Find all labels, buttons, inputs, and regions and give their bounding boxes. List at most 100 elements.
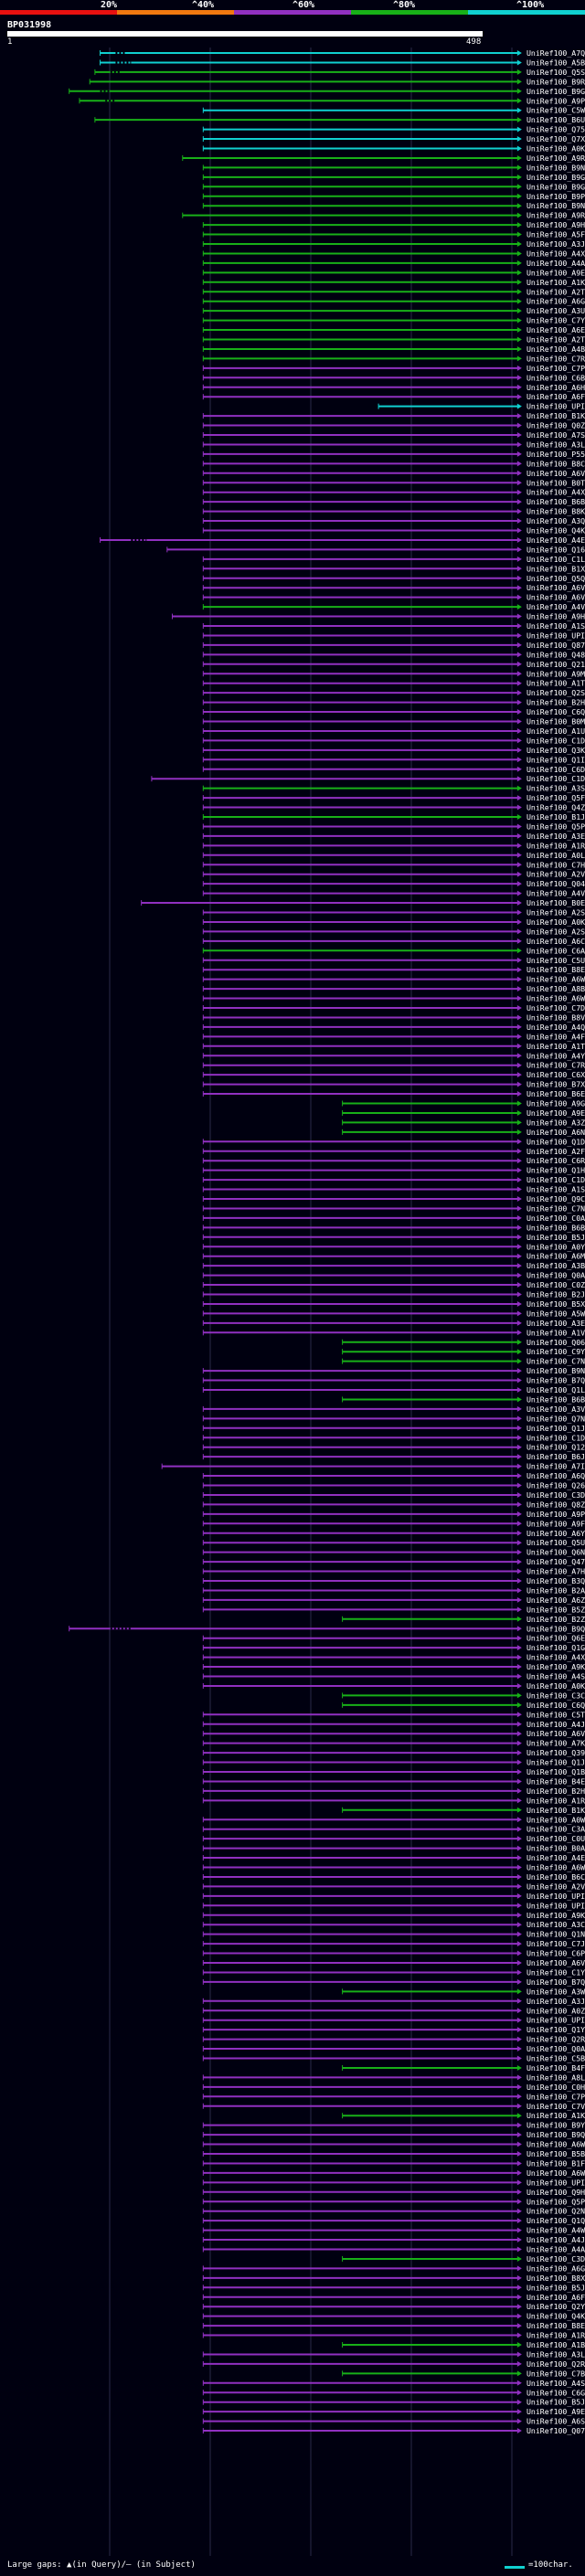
hit-label[interactable]: UniRef100_Q16BP6 — [526, 545, 585, 554]
hit-row[interactable]: UniRef100_C9YHS5 — [342, 1347, 585, 1356]
hit-row[interactable]: UniRef100_C6PII8 — [202, 1949, 585, 1958]
hit-row[interactable]: UniRef100_Q0AN10 — [202, 2044, 585, 2053]
hit-row[interactable]: UniRef100_B9QZV6 — [202, 2130, 585, 2139]
hit-row[interactable]: UniRef100_B9GIM6 — [202, 173, 585, 182]
hit-row[interactable]: UniRef100_B8E5D1 — [202, 965, 585, 974]
hit-row[interactable]: UniRef100_B2AC06 — [202, 1585, 585, 1595]
hit-label[interactable]: UniRef100_Q3KF10 — [526, 746, 585, 755]
hit-label[interactable]: UniRef100_A4A9N6 — [526, 2245, 585, 2254]
hit-label[interactable]: UniRef100_B9Q6Q2 — [526, 1624, 585, 1633]
hit-row[interactable]: UniRef100_C7BC74 — [342, 2369, 585, 2378]
hit-row[interactable]: UniRef100_A4EDA8 — [202, 1853, 585, 1862]
hit-label[interactable]: UniRef100_C7RC69 — [526, 1061, 585, 1070]
hit-label[interactable]: UniRef100_Q7NAI4 — [526, 1414, 585, 1423]
hit-label[interactable]: UniRef100_Q0AN10 — [526, 2044, 585, 2053]
hit-row[interactable]: UniRef100_Q0ZPS0 — [202, 421, 585, 430]
hit-label[interactable]: UniRef100_Q1I5R7 — [526, 755, 585, 764]
hit-row[interactable]: UniRef100_Q6NCU8 — [202, 1548, 585, 1557]
hit-label[interactable]: UniRef100_A6VZW7 — [526, 469, 585, 478]
hit-row[interactable]: UniRef100_Q8ZJ16 — [202, 1500, 585, 1509]
hit-label[interactable]: UniRef100_C7HD84 — [526, 860, 585, 869]
hit-label[interactable]: UniRef100_Q6E9Q8 — [526, 1634, 585, 1643]
hit-label[interactable]: UniRef100_A9RSJ7 — [526, 211, 585, 220]
hit-label[interactable]: UniRef100_A9EC35 — [526, 2407, 585, 2416]
hit-label[interactable]: UniRef100_B5J8S4 — [526, 2398, 585, 2407]
hit-row[interactable]: UniRef100_Q1NGQ1 — [202, 1930, 585, 1939]
hit-row[interactable]: UniRef100_Q9HVV1 — [202, 2188, 585, 2197]
hit-row[interactable]: UniRef100_A4SQ00 — [202, 2379, 585, 2388]
hit-row[interactable]: UniRef100_Q1J2Z9 — [202, 1758, 585, 1767]
hit-label[interactable]: UniRef100_A1KN85 — [526, 278, 585, 287]
hit-label[interactable]: UniRef100_B2ZZ04 — [526, 1615, 585, 1624]
hit-row[interactable]: UniRef100_A6FTJ7 — [202, 392, 585, 401]
hit-row[interactable]: UniRef100_B6BU90 — [202, 497, 585, 506]
hit-row[interactable]: UniRef100_B2JQF6 — [202, 1290, 585, 1299]
hit-label[interactable]: UniRef100_B9N9A6 — [526, 163, 585, 172]
hit-label[interactable]: UniRef100_B7X3X7 — [526, 1080, 585, 1089]
hit-row[interactable]: UniRef100_A4WRB6 — [202, 2226, 585, 2235]
hit-label[interactable]: UniRef100_A7SBA6 — [526, 430, 585, 440]
hit-label[interactable]: UniRef100_C6QTB8 — [526, 707, 585, 716]
hit-label[interactable]: UniRef100_C7D481 — [526, 1003, 585, 1012]
hit-row[interactable]: UniRef100_Q4ZXP8 — [202, 803, 585, 812]
hit-row[interactable]: UniRef100_A6ZIV6 — [202, 1595, 585, 1605]
hit-row[interactable]: UniRef100_A2V4R7 — [202, 870, 585, 879]
hit-row[interactable]: UniRef100_A3EZN4 — [202, 832, 585, 841]
hit-row[interactable]: UniRef100_B8ESL4 — [202, 2321, 585, 2330]
hit-row[interactable]: UniRef100_B6CGK3 — [202, 1872, 585, 1882]
hit-label[interactable]: UniRef100_Q04TM5 — [526, 879, 585, 888]
hit-row[interactable]: UniRef100_A1RZ89 — [202, 2331, 585, 2340]
hit-label[interactable]: UniRef100_C7PFV9 — [526, 364, 585, 373]
hit-row[interactable]: UniRef100_A5BB77 — [100, 58, 585, 67]
hit-row[interactable]: UniRef100_C0AB26 — [202, 1214, 585, 1223]
hit-row[interactable]: UniRef100_A7KFR4 — [202, 1739, 585, 1748]
hit-label[interactable]: UniRef100_B9PSI9 — [526, 192, 585, 201]
hit-row[interactable]: UniRef100_A3LLP6 — [202, 2349, 585, 2359]
hit-label[interactable]: UniRef100_Q9CH13 — [526, 1194, 585, 1203]
hit-label[interactable]: UniRef100_A3LD23 — [526, 440, 585, 449]
hit-label[interactable]: UniRef100_B6UHU0 — [526, 115, 585, 124]
hit-label[interactable]: UniRef100_A4FGJ0 — [526, 1032, 585, 1041]
hit-row[interactable]: UniRef100_A4BWK1 — [202, 345, 585, 354]
hit-label[interactable]: UniRef100_A6SYV5 — [526, 2417, 585, 2426]
hit-label[interactable]: UniRef100_Q2SBE5 — [526, 688, 585, 697]
hit-row[interactable]: UniRef100_A6VMM7 — [202, 583, 585, 592]
hit-row[interactable]: UniRef100_B3Q9B1 — [202, 1576, 585, 1585]
hit-row[interactable]: UniRef100_B0MB14 — [202, 717, 585, 726]
hit-label[interactable]: UniRef100_A4YSI9 — [526, 1051, 585, 1060]
hit-label[interactable]: UniRef100_A9EE23 — [526, 268, 585, 277]
hit-row[interactable]: UniRef100_C6AVE7 — [202, 946, 585, 955]
hit-row[interactable]: UniRef100_C5WVD4 — [202, 106, 585, 115]
hit-row[interactable]: UniRef100_B8XH00 — [202, 2274, 585, 2283]
hit-label[interactable]: UniRef100_C0Z9N6 — [526, 1280, 585, 1289]
hit-label[interactable]: UniRef100_C9YHS5 — [526, 1347, 585, 1356]
hit-row[interactable]: UniRef100_A6VZW7 — [202, 469, 585, 478]
hit-row[interactable]: UniRef100_B1KLR9 — [202, 411, 585, 420]
hit-label[interactable]: UniRef100_A2S3B8 — [526, 927, 585, 936]
hit-row[interactable]: UniRef100_C7HD84 — [202, 860, 585, 869]
hit-label[interactable]: UniRef100_Q1Y8K0 — [526, 2025, 585, 2034]
hit-row[interactable]: UniRef100_A4X9X9 — [202, 249, 585, 258]
hit-row[interactable]: UniRef100_C5UJD1 — [202, 956, 585, 965]
hit-label[interactable]: UniRef100_B0TLT2 — [526, 478, 585, 487]
hit-label[interactable]: UniRef100_A6H527 — [526, 383, 585, 392]
hit-label[interactable]: UniRef100_A1S3P8 — [526, 621, 585, 631]
hit-label[interactable]: UniRef100_B3Q9B1 — [526, 1576, 585, 1585]
hit-row[interactable]: UniRef100_A6Y3T5 — [202, 1529, 585, 1538]
hit-row[interactable]: UniRef100_A1RNL1 — [202, 1796, 585, 1805]
hit-row[interactable]: UniRef100_A6VWC2 — [202, 593, 585, 602]
hit-label[interactable]: UniRef100_C7VHB8 — [526, 2102, 585, 2111]
hit-label[interactable]: UniRef100_UPI000... — [526, 631, 585, 640]
hit-row[interactable]: UniRef100_B5ZZK6 — [202, 1605, 585, 1614]
hit-label[interactable]: UniRef100_A3ZY35 — [526, 1118, 585, 1127]
hit-label[interactable]: UniRef100_C7N3J7 — [526, 1203, 585, 1213]
hit-row[interactable]: UniRef100_A3J6E1 — [202, 239, 585, 249]
hit-row[interactable]: UniRef100_C7VHB8 — [202, 2102, 585, 2111]
hit-label[interactable]: UniRef100_A0L5P9 — [526, 851, 585, 860]
hit-label[interactable]: UniRef100_B8VYE3 — [526, 1012, 585, 1022]
hit-label[interactable]: UniRef100_A3UWN3 — [526, 306, 585, 315]
hit-label[interactable]: UniRef100_UPI000... — [526, 402, 585, 411]
hit-row[interactable]: UniRef100_A9RSJ7 — [182, 211, 585, 220]
hit-row[interactable]: UniRef100_A6GPL5 — [202, 297, 585, 306]
hit-label[interactable]: UniRef100_A4BWK1 — [526, 345, 585, 354]
